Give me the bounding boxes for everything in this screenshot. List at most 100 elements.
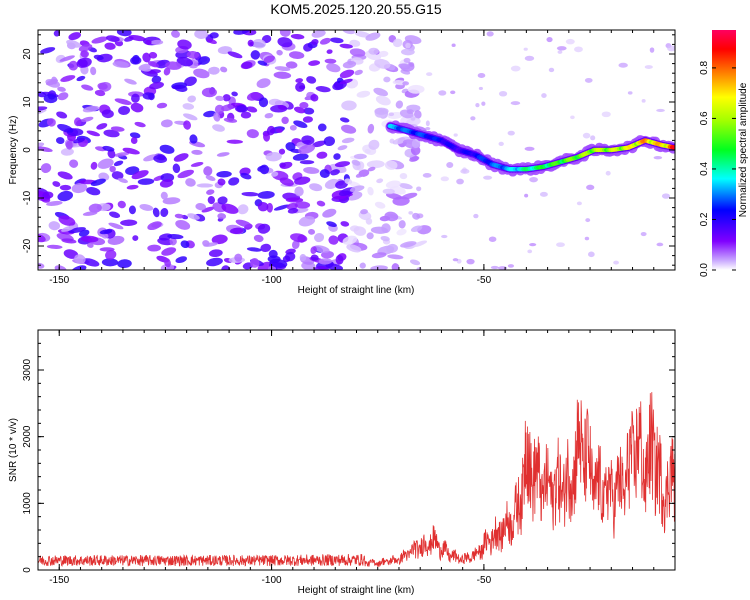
noise-blob <box>252 39 266 49</box>
noise-blob <box>311 39 319 45</box>
noise-blob <box>40 47 56 54</box>
noise-blob <box>90 161 98 170</box>
noise-blob <box>613 260 619 265</box>
noise-blob <box>384 160 398 170</box>
noise-blob <box>68 60 79 71</box>
noise-blob <box>299 102 309 109</box>
snr-y-ticks: 0 1000 2000 3000 <box>22 329 675 573</box>
colorbar-gradient <box>712 30 736 270</box>
noise-blob <box>160 191 168 200</box>
noise-blob <box>326 49 333 54</box>
noise-blob <box>529 242 537 247</box>
noise-blob <box>231 91 238 97</box>
noise-blob <box>388 112 395 117</box>
noise-blob <box>153 154 168 163</box>
noise-blob <box>400 63 409 69</box>
noise-blob <box>309 183 323 192</box>
noise-blob <box>131 170 149 180</box>
noise-blob <box>98 172 110 181</box>
noise-blob <box>57 86 66 92</box>
noise-blob <box>211 234 228 245</box>
noise-blob <box>97 158 114 169</box>
noise-blob <box>488 236 497 242</box>
noise-blob <box>303 167 320 174</box>
noise-blob <box>590 135 596 141</box>
snr-panel: -150 -100 -50 0 1000 2000 3000 Height of stra… <box>8 329 676 596</box>
noise-blob <box>221 104 234 112</box>
noise-blob <box>96 123 108 130</box>
noise-blob <box>38 233 46 243</box>
noise-blob <box>216 171 232 178</box>
noise-blob <box>177 169 194 179</box>
noise-blob <box>279 177 294 187</box>
noise-blob <box>389 138 395 144</box>
noise-blob <box>46 118 56 127</box>
noise-blob <box>524 193 529 198</box>
noise-blob <box>289 124 297 131</box>
noise-blob <box>473 213 479 219</box>
noise-blob <box>422 173 432 178</box>
noise-blob <box>286 202 298 210</box>
noise-blob <box>217 178 226 186</box>
noise-blob <box>295 78 304 83</box>
noise-blob <box>78 44 93 52</box>
noise-blob <box>374 201 386 209</box>
y-tick-label: 0 <box>22 567 33 573</box>
noise-blob <box>263 55 276 63</box>
noise-blob <box>371 252 387 259</box>
noise-blob <box>69 159 79 168</box>
noise-blob <box>317 123 327 132</box>
noise-blob <box>416 213 424 219</box>
noise-blob <box>264 112 274 119</box>
noise-blob <box>355 173 364 178</box>
noise-blob <box>402 81 410 86</box>
noise-blob <box>234 253 243 262</box>
noise-blob <box>335 254 344 265</box>
noise-blob <box>191 149 203 155</box>
noise-blob <box>285 61 298 69</box>
snr-x-ticks: -150 -100 -50 <box>37 330 676 586</box>
noise-blob <box>57 123 74 133</box>
noise-blob <box>410 225 423 232</box>
noise-blob <box>160 208 169 218</box>
noise-blob <box>108 222 124 230</box>
noise-blob <box>236 105 248 113</box>
x-tick-label: -50 <box>477 575 492 586</box>
noise-blob <box>344 178 353 185</box>
noise-blob <box>257 223 271 234</box>
noise-blob <box>321 250 334 259</box>
noise-blob <box>323 136 335 147</box>
noise-blob <box>63 249 79 259</box>
noise-blob <box>206 189 215 195</box>
noise-blob <box>294 176 311 185</box>
noise-blob <box>91 36 108 44</box>
noise-blob <box>48 221 61 231</box>
noise-blob <box>298 216 316 227</box>
noise-blob <box>246 106 258 113</box>
noise-blob <box>260 243 272 253</box>
noise-blob <box>570 115 575 120</box>
noise-blob <box>405 42 411 49</box>
noise-blob <box>86 187 101 196</box>
noise-blob <box>213 112 221 122</box>
noise-blob <box>466 258 475 265</box>
noise-blob <box>340 221 350 227</box>
noise-blob <box>308 60 321 66</box>
noise-blob <box>409 259 421 266</box>
noise-blob <box>195 203 207 211</box>
noise-blob <box>478 86 483 91</box>
noise-blob <box>326 63 341 73</box>
x-tick-label: -50 <box>477 275 492 286</box>
noise-blob <box>313 245 330 253</box>
x-tick-label: -150 <box>49 575 69 586</box>
noise-blob <box>356 90 371 98</box>
noise-blob <box>279 30 291 37</box>
y-tick-label: -20 <box>22 238 33 253</box>
noise-blob <box>129 132 141 139</box>
noise-blob <box>574 46 583 53</box>
noise-blob <box>56 111 68 119</box>
noise-blob <box>314 265 329 270</box>
noise-blob <box>273 71 292 79</box>
noise-blob <box>97 82 108 90</box>
noise-blob <box>450 90 456 95</box>
